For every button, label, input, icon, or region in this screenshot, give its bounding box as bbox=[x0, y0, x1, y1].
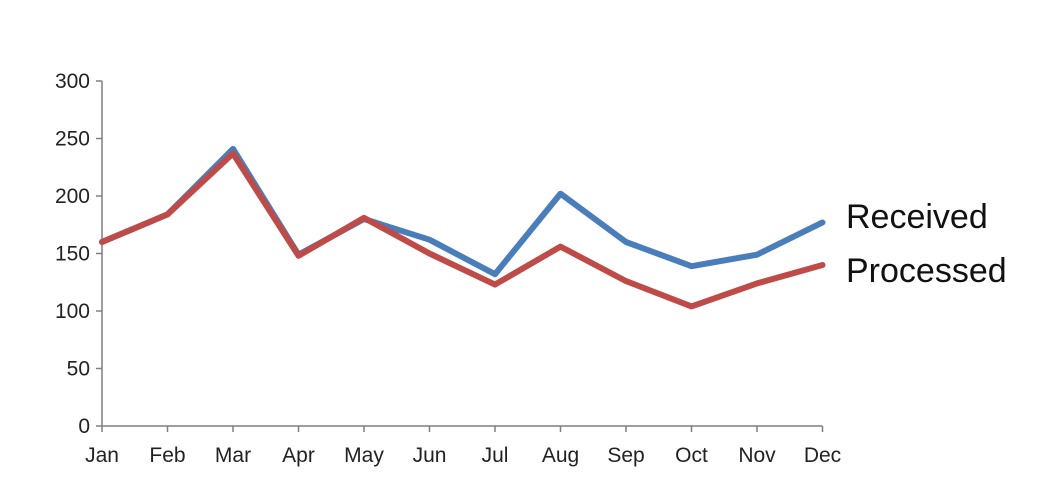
series-line-received bbox=[99, 145, 826, 278]
data-point-processed bbox=[101, 241, 103, 243]
data-point-processed bbox=[494, 284, 496, 286]
data-point-processed bbox=[232, 152, 234, 154]
y-tick-label: 0 bbox=[78, 415, 90, 438]
axes bbox=[101, 81, 823, 427]
series-label-processed: Processed bbox=[846, 252, 1007, 290]
y-tick-label: 300 bbox=[55, 70, 90, 93]
x-tick-label: Dec bbox=[804, 444, 841, 467]
y-tick-label: 200 bbox=[55, 185, 90, 208]
x-tick-label: Jul bbox=[482, 444, 509, 467]
data-point-processed bbox=[429, 253, 430, 254]
data-point-received bbox=[429, 239, 430, 241]
y-tick-label: 100 bbox=[55, 300, 90, 323]
data-point-received bbox=[560, 193, 561, 195]
series-label-received: Received bbox=[846, 198, 988, 236]
series-labels: Received Processed bbox=[846, 198, 1007, 290]
x-tick-label: Oct bbox=[675, 444, 708, 467]
x-tick-label: Nov bbox=[738, 444, 776, 467]
data-point-received bbox=[691, 265, 692, 267]
series-lines bbox=[99, 145, 826, 310]
data-point-processed bbox=[625, 280, 627, 282]
x-tick-label: Apr bbox=[282, 444, 315, 467]
series-line-processed bbox=[99, 150, 826, 310]
data-point-processed bbox=[298, 255, 299, 257]
data-point-received bbox=[232, 148, 234, 150]
y-tick-label: 250 bbox=[55, 128, 90, 151]
data-point-received bbox=[756, 254, 758, 256]
data-point-received bbox=[822, 221, 823, 223]
data-point-received bbox=[625, 241, 627, 243]
x-axis-ticks: Jan Feb Mar Apr May Jun Jul Aug Sep Oct Nov Dec bbox=[85, 426, 841, 467]
y-tick-label: 150 bbox=[55, 243, 90, 266]
x-tick-label: Aug bbox=[542, 444, 579, 467]
data-point-processed bbox=[167, 213, 168, 215]
x-tick-label: Mar bbox=[215, 444, 251, 467]
data-point-processed bbox=[691, 305, 692, 307]
x-tick-label: Feb bbox=[149, 444, 185, 467]
x-tick-label: May bbox=[344, 444, 384, 467]
data-point-processed bbox=[560, 246, 561, 248]
x-tick-label: Sep bbox=[607, 444, 644, 467]
data-point-processed bbox=[756, 282, 758, 284]
x-tick-label: Jun bbox=[413, 444, 447, 467]
data-point-received bbox=[494, 273, 496, 275]
data-point-processed bbox=[363, 217, 365, 219]
y-tick-label: 50 bbox=[67, 358, 90, 381]
y-axis-ticks: 0 50 100 150 200 250 300 bbox=[55, 70, 102, 438]
data-point-processed bbox=[822, 264, 823, 266]
x-tick-label: Jan bbox=[85, 444, 119, 467]
